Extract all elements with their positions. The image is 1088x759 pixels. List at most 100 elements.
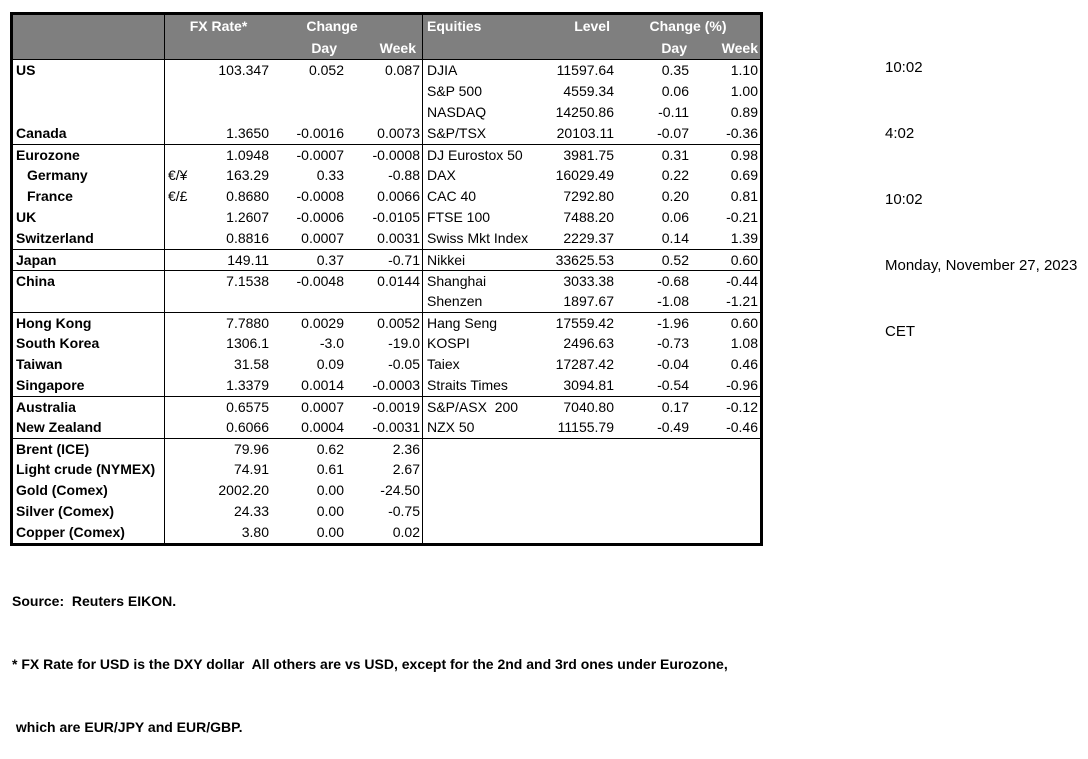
table-row: New Zealand 0.6066 0.0004 -0.0031 NZX 50… [13, 417, 760, 438]
table-row: Switzerland 0.8816 0.0007 0.0031 Swiss M… [13, 228, 760, 249]
fx-rate-cell [197, 102, 272, 123]
table-row: Gold (Comex) 2002.20 0.00 -24.50 [13, 480, 760, 501]
region-cell: France [13, 186, 165, 207]
equity-level-cell: 2229.37 [563, 230, 614, 246]
equity-level-cell: 3094.81 [563, 377, 614, 393]
fx-week-change-cell: 0.0031 [347, 228, 423, 249]
region-cell: Canada [13, 123, 165, 144]
table-row: Eurozone 1.0948 -0.0007 -0.0008 DJ Euros… [13, 144, 760, 165]
region-cell: New Zealand [13, 417, 165, 438]
fx-change-day-header: Day [311, 40, 337, 56]
equity-name-cell: DJ Eurostox 50 [427, 147, 523, 163]
equity-name-cell: Hang Seng [427, 315, 498, 331]
fx-day-change-cell: 0.0029 [301, 315, 344, 331]
table-row: Silver (Comex) 24.33 0.00 -0.75 [13, 501, 760, 522]
fx-week-change-cell: -24.50 [347, 480, 423, 501]
equity-week-change-cell: -0.12 [726, 399, 758, 415]
equity-week-change-cell [692, 480, 760, 501]
region-cell: Australia [13, 397, 165, 417]
fx-day-change-cell: 0.00 [316, 482, 344, 498]
currency-pair-cell [165, 375, 197, 396]
equity-name-cell: Straits Times [427, 377, 508, 393]
fx-day-change-cell: -0.0006 [296, 209, 344, 225]
fx-rate-cell: 103.347 [218, 62, 269, 78]
currency-pair-cell [165, 480, 197, 501]
equity-week-change-cell [692, 459, 760, 480]
fx-day-change-cell: 0.0007 [301, 230, 344, 246]
equity-week-change-cell: -0.21 [726, 209, 758, 225]
equity-name-cell: S&P/TSX [427, 125, 487, 141]
fx-week-change-cell: 0.0066 [347, 186, 423, 207]
currency-pair-cell [165, 250, 197, 270]
equity-name-cell: S&P 500 [427, 83, 483, 99]
region-cell: Light crude (NYMEX) [13, 459, 165, 480]
fx-rate-cell: 149.11 [227, 252, 269, 268]
fx-rate-cell: 2002.20 [218, 482, 269, 498]
equity-day-change-cell: 0.35 [661, 62, 689, 78]
equity-level-cell [538, 522, 616, 543]
fx-rate-cell [197, 81, 272, 102]
equity-week-change-cell: 1.00 [730, 83, 758, 99]
fx-day-change-cell: 0.00 [316, 524, 344, 540]
equity-day-change-cell: -1.08 [657, 293, 689, 309]
equity-level-cell: 17287.42 [555, 356, 614, 372]
region-cell: Japan [13, 250, 165, 270]
currency-pair-cell [165, 417, 197, 438]
equity-week-change-cell: -1.21 [726, 293, 758, 309]
fx-rate-cell: 0.8816 [226, 230, 269, 246]
region-cell: Gold (Comex) [13, 480, 165, 501]
fx-day-change-cell: -0.0008 [296, 188, 344, 204]
region-cell: Singapore [13, 375, 165, 396]
equity-day-change-cell: -0.49 [657, 419, 689, 435]
region-cell: South Korea [13, 333, 165, 354]
fx-day-change-cell [272, 291, 347, 312]
equity-level-cell: 4559.34 [563, 83, 614, 99]
equity-level-cell: 7292.80 [563, 188, 614, 204]
equity-level-cell: 7488.20 [563, 209, 614, 225]
footnote-fx-note-2: which are EUR/JPY and EUR/GBP. [12, 719, 243, 735]
table-row: US 103.347 0.052 0.087 DJIA 11597.64 0.3… [13, 60, 760, 81]
fx-week-change-cell: -19.0 [347, 333, 423, 354]
equity-week-change-cell: 0.69 [730, 167, 758, 183]
region-cell: Eurozone [13, 145, 165, 165]
fx-week-change-cell: -0.0003 [347, 375, 423, 396]
equity-week-change-cell: -0.44 [726, 273, 758, 289]
equity-level-cell [538, 501, 616, 522]
region-cell: Hong Kong [13, 313, 165, 333]
equity-day-change-cell: -0.68 [657, 273, 689, 289]
equity-name-cell: FTSE 100 [427, 209, 491, 225]
equity-level-cell: 7040.80 [563, 399, 614, 415]
table-row: Singapore 1.3379 0.0014 -0.0003 Straits … [13, 375, 760, 396]
equity-name-cell: Taiex [427, 356, 460, 372]
fx-day-change-cell: 0.61 [316, 461, 344, 477]
fx-week-change-cell: 0.0052 [347, 313, 423, 333]
currency-pair-cell: €/£ [168, 188, 188, 204]
currency-pair-cell [165, 501, 197, 522]
table-row: NASDAQ 14250.86 -0.11 0.89 [13, 102, 760, 123]
table-row: Australia 0.6575 0.0007 -0.0019 S&P/ASX … [13, 396, 760, 417]
equity-level-cell [538, 480, 616, 501]
equity-week-change-cell [692, 439, 760, 459]
equity-level-cell: 17559.42 [555, 315, 614, 331]
equity-week-change-cell: 0.60 [730, 252, 758, 268]
fx-week-change-cell [347, 291, 423, 312]
equity-day-change-cell: -1.96 [657, 315, 689, 331]
fx-week-change-cell [347, 81, 423, 102]
currency-pair-cell: €/¥ [168, 167, 188, 183]
fx-day-change-cell: 0.09 [316, 356, 344, 372]
equity-day-change-cell: -0.73 [657, 335, 689, 351]
fx-day-change-cell: -3.0 [319, 335, 344, 351]
equity-day-change-cell [616, 501, 692, 522]
fx-day-change-cell: 0.0007 [301, 399, 344, 415]
table-body: US 103.347 0.052 0.087 DJIA 11597.64 0.3… [13, 60, 760, 543]
table-row: Canada 1.3650 -0.0016 0.0073 S&P/TSX 201… [13, 123, 760, 144]
fx-week-change-cell: 2.36 [347, 439, 423, 459]
currency-pair-cell [165, 397, 197, 417]
equity-name-cell [423, 501, 538, 522]
table-row: Copper (Comex) 3.80 0.00 0.02 [13, 522, 760, 543]
equity-day-change-cell: -0.11 [658, 104, 689, 120]
equity-name-cell [423, 480, 538, 501]
equity-day-change-cell: 0.22 [661, 167, 689, 183]
timestamp-line-1: 10:02 [885, 59, 923, 76]
fx-rate-cell: 1.3650 [226, 125, 269, 141]
